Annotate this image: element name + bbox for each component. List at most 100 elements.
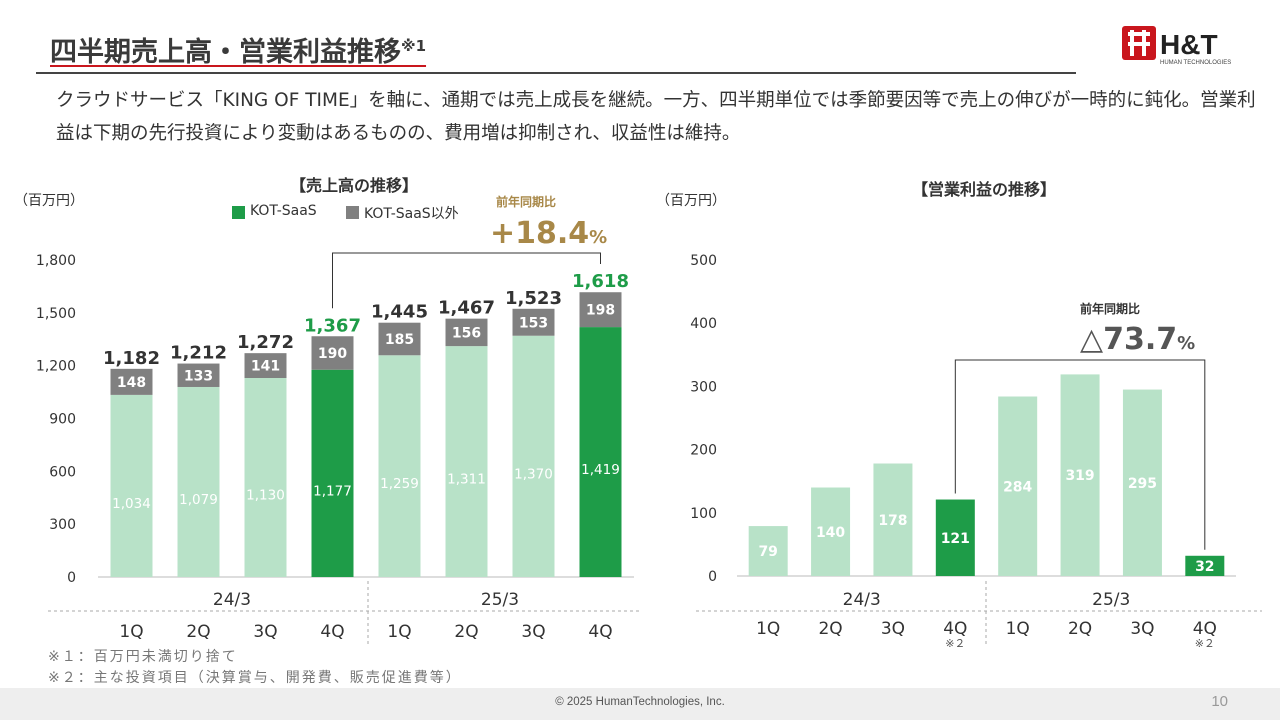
profit-bar — [748, 526, 788, 576]
profit-chart-title: 【営業利益の推移】 — [912, 180, 1057, 199]
sales-bar-saas — [244, 377, 287, 577]
profit-value-label: 140 — [816, 525, 845, 541]
sales-x-tick-label: 1Q — [387, 622, 411, 642]
sales-bar-other — [378, 322, 421, 356]
sales-other-label: 198 — [586, 303, 615, 319]
copyright: © 2025 HumanTechnologies, Inc. — [555, 696, 725, 708]
sales-bar-saas — [512, 335, 555, 577]
profit-y-tick-label: 500 — [690, 253, 717, 269]
profit-fiscal-label: 24/3 — [843, 590, 881, 610]
profit-bar — [1122, 389, 1162, 576]
sales-y-tick-label: 1,800 — [36, 253, 76, 269]
sales-saas-label: 1,130 — [246, 487, 285, 503]
profit-y-tick-label: 400 — [690, 316, 717, 332]
profit-bar — [1185, 555, 1225, 576]
sales-unit: （百万円） — [14, 193, 84, 209]
profit-yoy-suffix: % — [1177, 333, 1195, 354]
profit-fiscal-label: 25/3 — [1092, 590, 1130, 610]
sales-other-label: 141 — [251, 359, 280, 375]
footnote-1: ※１：百万円未満切り捨て — [48, 649, 238, 665]
profit-bar — [811, 487, 851, 576]
sales-chart-title: 【売上高の推移】 — [290, 176, 419, 195]
sales-x-tick-label: 2Q — [454, 622, 478, 642]
profit-bar — [998, 396, 1038, 576]
sales-bar-other — [177, 363, 220, 387]
profit-value-label: 284 — [1003, 479, 1032, 495]
profit-x-tick-label: 1Q — [756, 619, 780, 639]
profit-x-tick-label: 4Q — [943, 619, 967, 639]
sales-bar-saas — [311, 369, 354, 577]
sales-yoy-bracket — [332, 252, 601, 309]
sales-total-label: 1,367 — [304, 315, 361, 336]
profit-x-tick-label: 2Q — [818, 619, 842, 639]
profit-value-label: 295 — [1128, 476, 1157, 492]
profit-value-label: 178 — [878, 513, 907, 529]
profit-x-tick-label: 3Q — [881, 619, 905, 639]
lead-text: クラウドサービス「KING OF TIME」を軸に、通期では売上成長を継続。一方… — [56, 90, 1256, 144]
profit-yoy-label: 前年同期比 — [1080, 301, 1140, 316]
logo-subtext: HUMAN TECHNOLOGIES — [1160, 60, 1231, 66]
profit-yoy-number: △73.7 — [1080, 322, 1177, 357]
sales-bar-saas — [378, 355, 421, 577]
sales-yoy-number: +18.4 — [490, 216, 589, 251]
sales-y-tick-label: 300 — [49, 517, 76, 533]
profit-x-tick-label: 2Q — [1068, 619, 1092, 639]
sales-y-tick-label: 1,500 — [36, 306, 76, 322]
sales-bar-saas — [110, 394, 153, 577]
legend-swatch-other — [346, 206, 359, 219]
sales-yoy-label: 前年同期比 — [496, 194, 556, 209]
profit-y-tick-label: 100 — [690, 506, 717, 522]
sales-y-tick-label: 600 — [49, 464, 76, 480]
footer-bar — [0, 688, 1280, 720]
profit-value-label: 79 — [758, 544, 777, 560]
profit-value-label: 319 — [1065, 468, 1094, 484]
sales-saas-label: 1,177 — [313, 483, 352, 499]
sales-x-tick-label: 3Q — [253, 622, 277, 642]
profit-category-note: ※２ — [945, 637, 965, 650]
sales-other-label: 153 — [519, 315, 548, 331]
sales-saas-label: 1,034 — [112, 496, 151, 512]
profit-bar — [935, 499, 975, 576]
sales-other-label: 156 — [452, 325, 481, 341]
sales-other-label: 148 — [117, 375, 146, 391]
sales-saas-label: 1,311 — [447, 472, 486, 488]
sales-saas-label: 1,079 — [179, 492, 218, 508]
profit-category-note: ※２ — [1195, 637, 1215, 650]
legend-swatch-saas — [232, 206, 245, 219]
sales-saas-label: 1,259 — [380, 476, 419, 492]
legend-label-other: KOT-SaaS以外 — [364, 206, 459, 222]
sales-chart: 0 300 600 900 1,200 1,500 1,800 1,034 148 1,182 1Q… — [36, 194, 640, 644]
sales-bar-other — [579, 292, 622, 328]
sales-other-label: 185 — [385, 332, 414, 348]
sales-total-label: 1,182 — [103, 348, 160, 369]
sales-y-tick-label: 900 — [49, 412, 76, 428]
sales-total-label: 1,523 — [505, 288, 562, 309]
profit-value-label: 32 — [1195, 559, 1214, 575]
sales-bar-other — [311, 336, 354, 370]
sales-y-tick-label: 0 — [67, 570, 76, 586]
sales-bar-other — [512, 308, 555, 336]
profit-x-tick-label: 3Q — [1130, 619, 1154, 639]
footnote-2: ※２：主な投資項目（決算賞与、開発費、販売促進費等） — [48, 670, 462, 686]
profit-bar — [1060, 374, 1100, 576]
legend-label-saas: KOT-SaaS — [250, 203, 317, 219]
sales-total-label: 1,272 — [237, 332, 294, 353]
title-divider — [36, 72, 1076, 74]
sales-x-tick-label: 1Q — [119, 622, 143, 642]
profit-y-tick-label: 200 — [690, 443, 717, 459]
sales-fiscal-label: 25/3 — [481, 590, 519, 610]
sales-bar-saas — [579, 327, 622, 577]
profit-x-tick-label: 4Q — [1193, 619, 1217, 639]
sales-x-tick-label: 3Q — [521, 622, 545, 642]
sales-total-label: 1,467 — [438, 298, 495, 319]
sales-bar-other — [110, 368, 153, 395]
profit-bar — [873, 463, 913, 576]
profit-value-label: 121 — [941, 531, 970, 547]
logo-text: H&T — [1160, 29, 1218, 60]
profit-y-tick-label: 300 — [690, 379, 717, 395]
page-number: 10 — [1211, 693, 1228, 710]
sales-total-label: 1,618 — [572, 271, 629, 292]
profit-yoy-value: △73.7% — [1080, 322, 1195, 357]
logo-mark-lines — [1128, 30, 1150, 56]
